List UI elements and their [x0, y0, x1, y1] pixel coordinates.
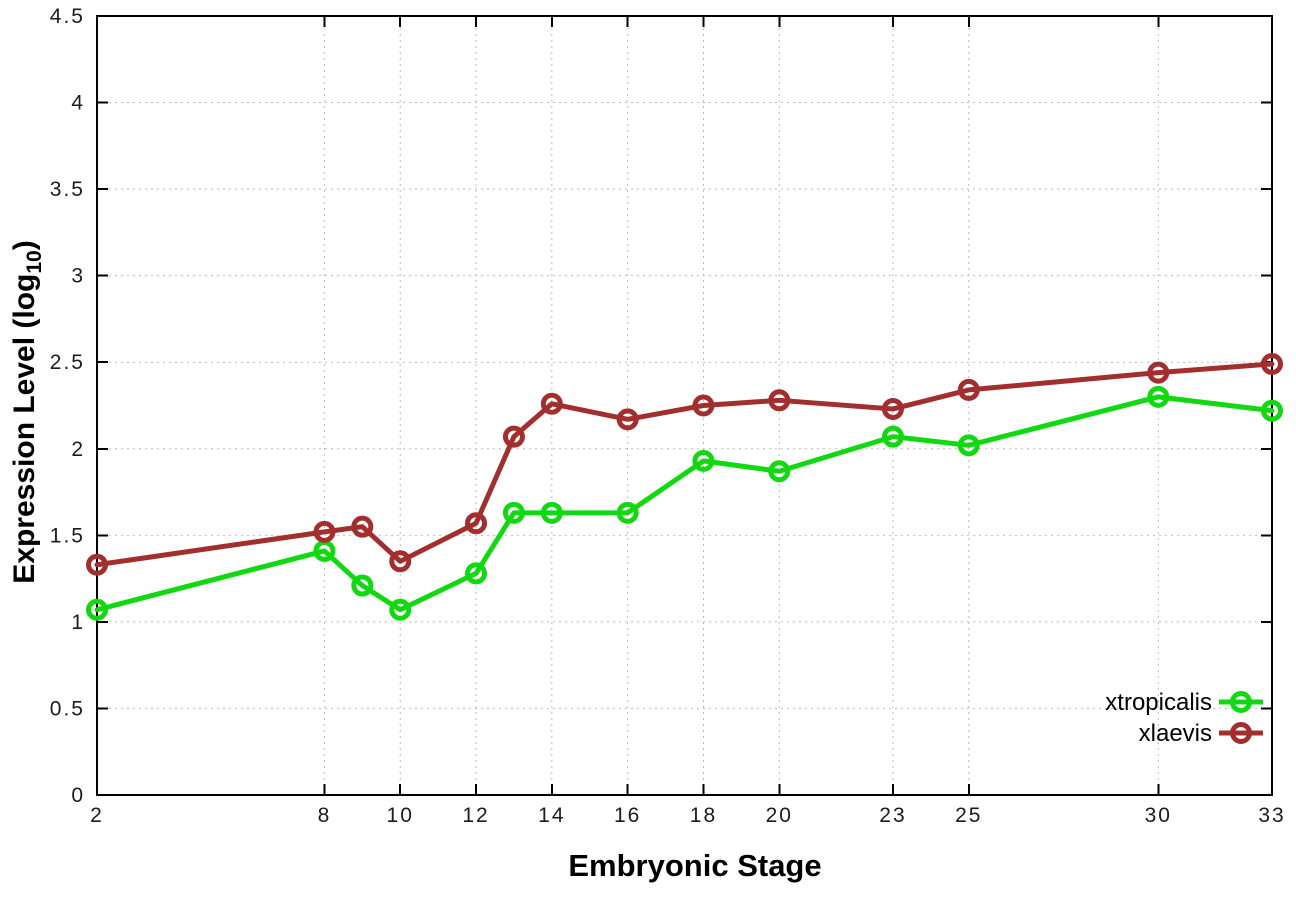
plot-border	[96, 15, 1273, 796]
x-tick-label: 33	[1258, 804, 1285, 827]
y-tick-label: 4.5	[50, 5, 85, 28]
legend-label-xlaevis: xlaevis	[1139, 720, 1212, 747]
series-line-xtropicalis	[94, 394, 1275, 613]
data-point-xlaevis	[692, 394, 715, 417]
y-tick-label: 3.5	[50, 178, 85, 201]
y-tick-label: 1	[71, 611, 85, 634]
x-tick-label: 2	[90, 804, 104, 827]
legend-item-xtropicalis: xtropicalis	[1105, 689, 1263, 716]
data-point-xtropicalis	[502, 501, 525, 524]
y-tick-label: 0	[71, 784, 85, 807]
legend: xtropicalis xlaevis	[1105, 689, 1263, 747]
data-point-xlaevis	[86, 553, 108, 576]
data-point-xlaevis	[389, 550, 412, 573]
data-point-xlaevis	[768, 389, 791, 412]
data-point-xtropicalis	[1261, 399, 1283, 422]
y-tick-label: 1.5	[50, 524, 85, 547]
data-point-xlaevis	[465, 512, 488, 535]
data-point-xlaevis	[313, 520, 336, 543]
x-tick-label: 8	[318, 804, 332, 827]
x-tick-label: 14	[538, 804, 565, 827]
series-xlaevis	[86, 352, 1283, 576]
y-tick-label: 4	[71, 92, 85, 115]
data-point-xlaevis	[540, 392, 563, 415]
x-tick-label: 12	[462, 804, 489, 827]
y-tick-label: 2	[71, 438, 85, 461]
y-axis-title-main: Expression Level (log	[8, 274, 41, 584]
legend-sample-marker-xtropicalis	[1230, 691, 1252, 713]
y-tick-label: 0.5	[50, 697, 85, 720]
legend-item-xlaevis: xlaevis	[1139, 720, 1263, 747]
legend-sample-marker-xlaevis	[1230, 722, 1252, 744]
x-tick-label: 10	[387, 804, 414, 827]
data-point-xlaevis	[351, 515, 374, 538]
data-point-xlaevis	[1147, 361, 1170, 384]
data-point-xlaevis	[502, 425, 525, 448]
x-tick-label: 25	[955, 804, 982, 827]
data-point-xtropicalis	[1147, 385, 1170, 408]
data-point-xlaevis	[957, 378, 980, 401]
gridlines	[96, 16, 1273, 795]
data-point-xlaevis	[616, 408, 639, 431]
tick-labels: 2 8 10 12 14 16 18 20 23 25 30 33 0 0.5 1 1.5 2 2.5 3 3.5 4 4…	[50, 5, 1285, 827]
data-point-xtropicalis	[465, 562, 488, 585]
series-line-xlaevis	[94, 361, 1275, 568]
data-point-xtropicalis	[692, 449, 715, 472]
data-point-xtropicalis	[540, 501, 563, 524]
data-point-xtropicalis	[86, 598, 108, 621]
y-tick-label: 3	[71, 265, 85, 288]
data-point-xtropicalis	[616, 501, 639, 524]
data-point-xtropicalis	[389, 598, 412, 621]
axis-ticks	[96, 15, 1273, 796]
data-point-xtropicalis	[957, 434, 980, 457]
x-tick-label: 20	[766, 804, 793, 827]
series-xtropicalis	[86, 385, 1283, 621]
x-tick-label: 30	[1145, 804, 1172, 827]
data-point-xlaevis	[881, 397, 904, 420]
x-axis-title: Embryonic Stage	[568, 848, 821, 883]
x-tick-label: 23	[879, 804, 906, 827]
legend-label-xtropicalis: xtropicalis	[1105, 689, 1212, 716]
y-axis-title-subscript: 10	[23, 250, 46, 273]
data-series	[86, 352, 1283, 621]
y-axis-title: Expression Level (log10)	[8, 240, 46, 583]
data-point-xlaevis	[1261, 352, 1283, 375]
y-axis-title-close: )	[8, 240, 41, 250]
x-tick-label: 18	[690, 804, 717, 827]
data-point-xtropicalis	[768, 460, 791, 483]
data-point-xtropicalis	[351, 574, 374, 597]
y-tick-label: 2.5	[50, 351, 85, 374]
x-tick-label: 16	[614, 804, 641, 827]
data-point-xtropicalis	[881, 425, 904, 448]
